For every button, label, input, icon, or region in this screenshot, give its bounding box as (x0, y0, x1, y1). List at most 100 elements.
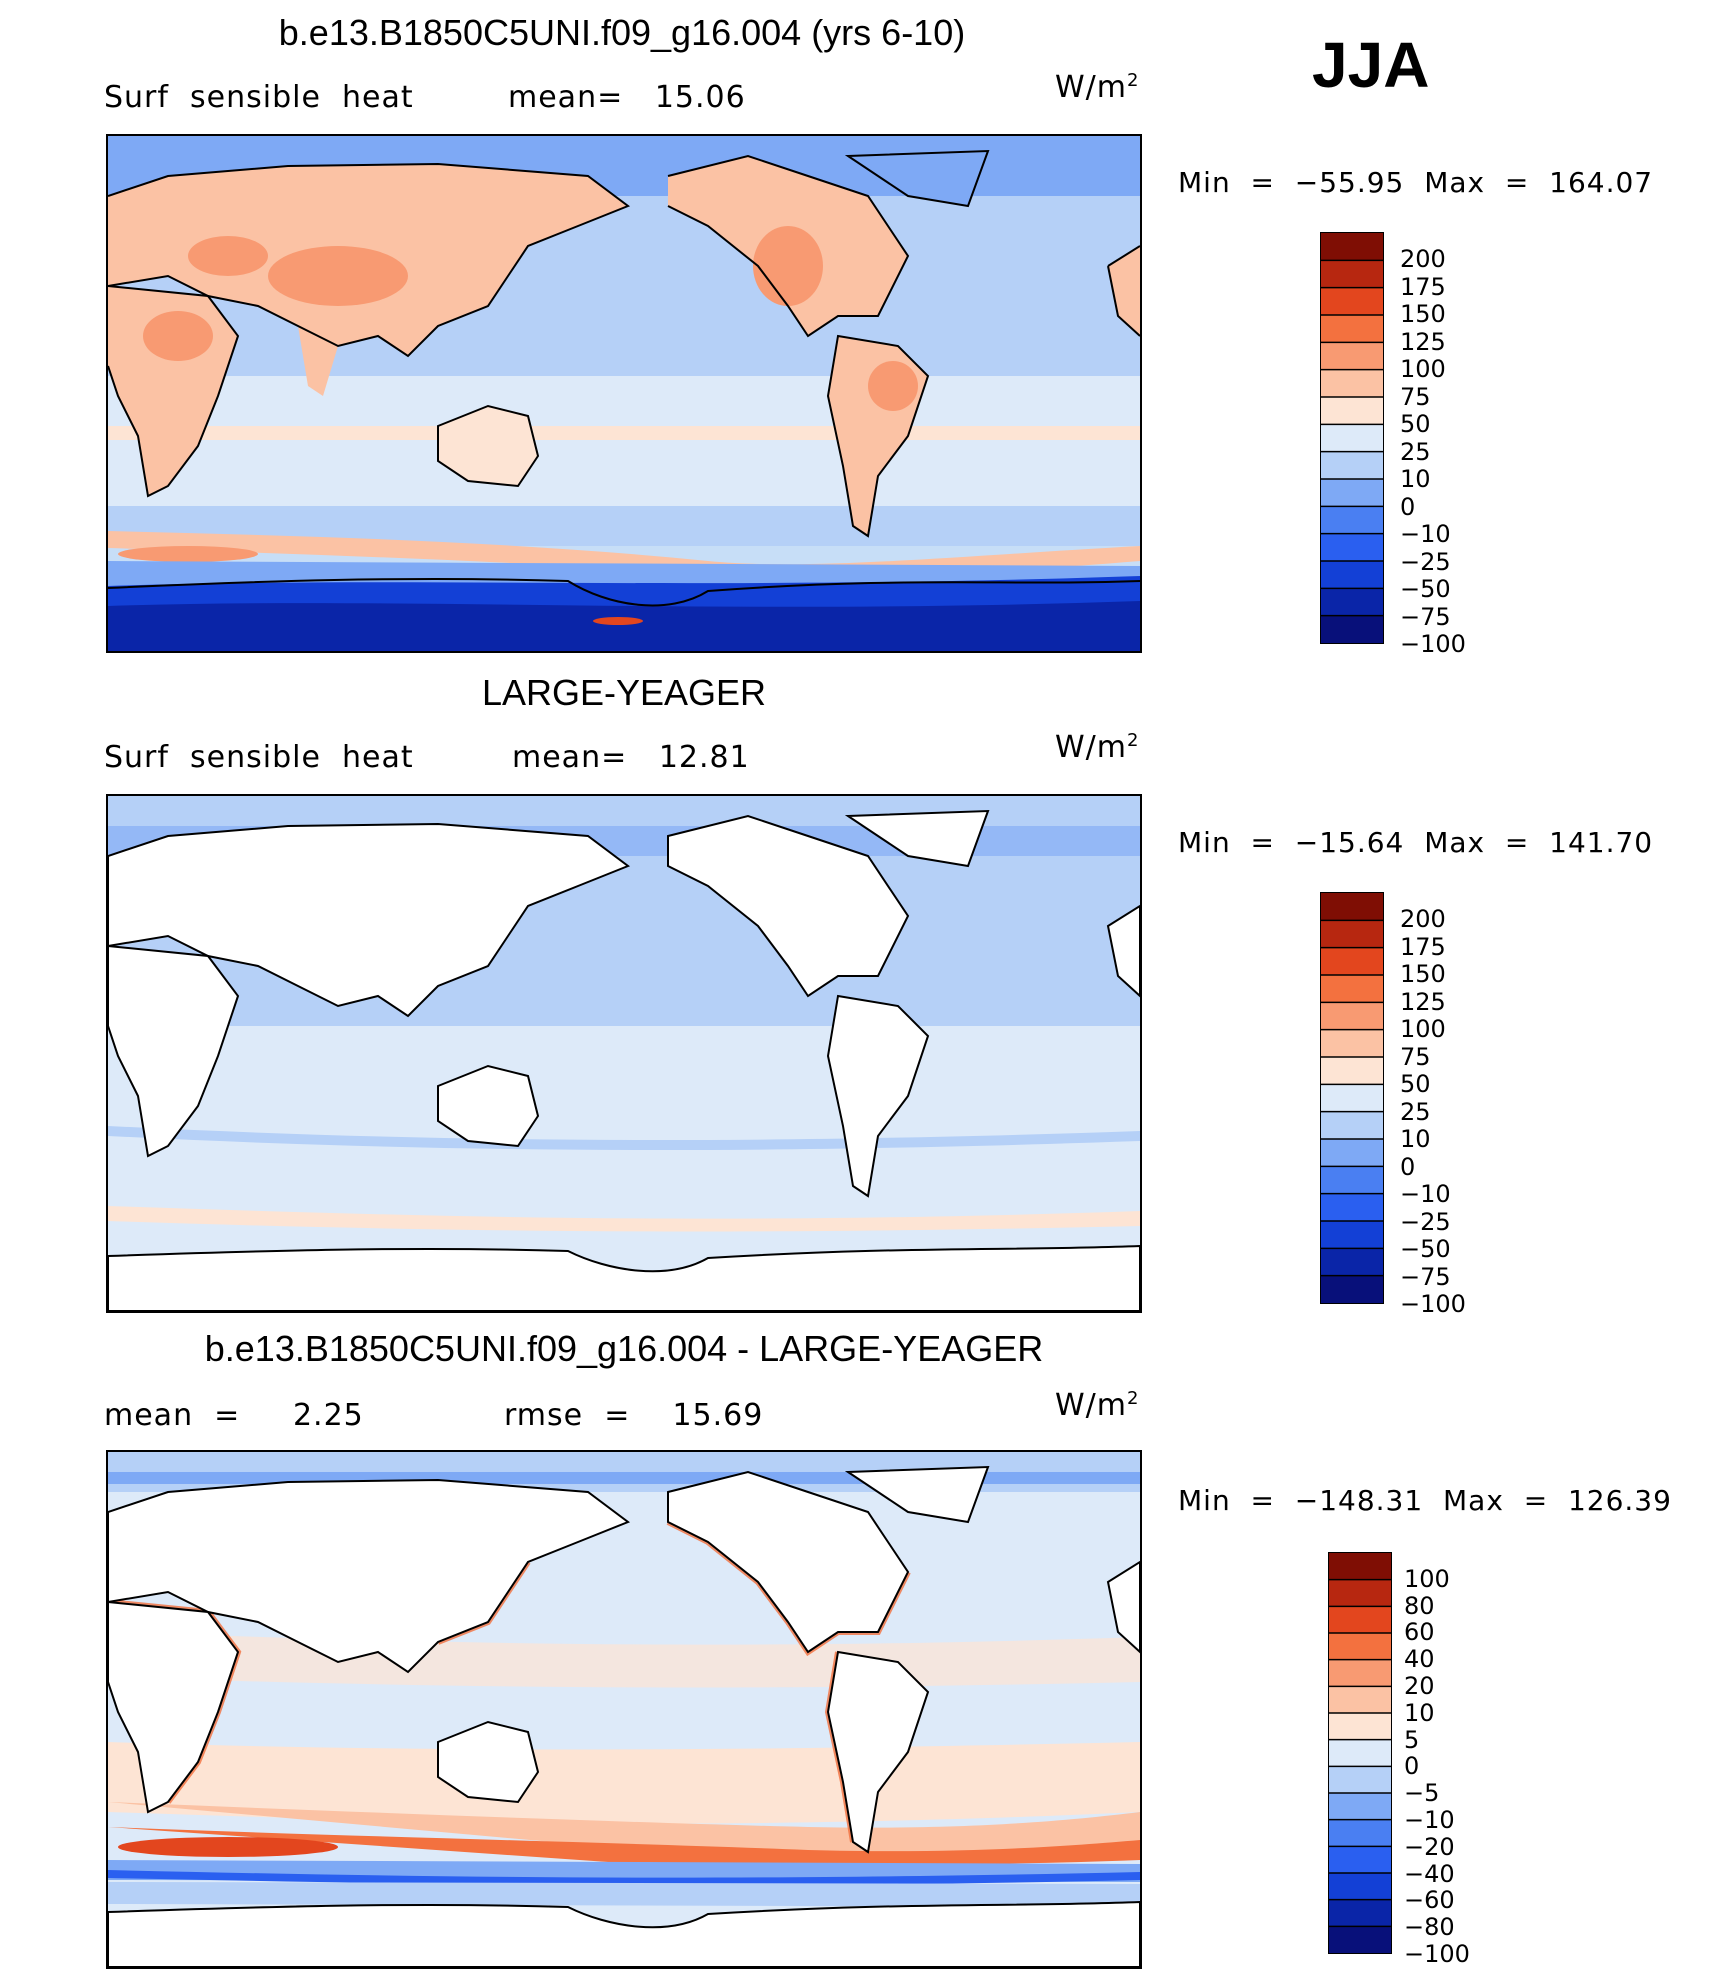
colorbar-tick-label: −25 (1400, 547, 1451, 576)
colorbar-tick-label: 200 (1400, 905, 1446, 934)
colorbar-tick-label: 40 (1404, 1645, 1435, 1674)
colorbar-swatch (1321, 1166, 1383, 1195)
panel3-colorbar (1328, 1552, 1392, 1954)
panel2-min: Min = −15.64 (1178, 826, 1405, 859)
colorbar-tick-label: 125 (1400, 327, 1446, 356)
season-label: JJA (1312, 29, 1430, 101)
panel2-mean-label: mean= 12.81 (512, 740, 750, 775)
colorbar-swatch (1321, 615, 1383, 644)
colorbar-tick-label: 20 (1404, 1672, 1435, 1700)
panel1-map (106, 134, 1142, 653)
panel2-map (106, 794, 1142, 1313)
colorbar-swatch (1321, 975, 1383, 1003)
colorbar-tick-label: −10 (1400, 1180, 1451, 1209)
colorbar-swatch (1329, 1686, 1391, 1714)
panel2-title: LARGE-YEAGER (481, 672, 767, 713)
colorbar-swatch (1329, 1606, 1391, 1634)
colorbar-tick-label: 100 (1404, 1564, 1450, 1593)
colorbar-swatch (1329, 1873, 1391, 1901)
colorbar-tick-label: 200 (1400, 245, 1446, 274)
panel2-units-label: W/m2 (1055, 730, 1140, 765)
colorbar-tick-label: 100 (1400, 355, 1446, 384)
colorbar-swatch (1329, 1766, 1391, 1794)
panel3-min: Min = −148.31 (1178, 1484, 1424, 1517)
colorbar-tick-label: 0 (1404, 1752, 1420, 1781)
colorbar-tick-label: −40 (1404, 1859, 1455, 1888)
colorbar-swatch (1321, 920, 1383, 949)
colorbar-tick-label: 100 (1400, 1015, 1446, 1044)
panel1-minmax: Min = −55.95 Max = 164.07 (1178, 166, 1653, 199)
colorbar-swatch (1321, 1084, 1383, 1113)
panel3-minmax: Min = −148.31 Max = 126.39 (1178, 1484, 1672, 1517)
colorbar-tick-label: −10 (1400, 520, 1451, 549)
colorbar-swatch (1321, 1002, 1383, 1031)
colorbar-swatch (1321, 451, 1383, 480)
colorbar-swatch (1321, 1111, 1383, 1140)
colorbar-tick-label: −50 (1400, 575, 1451, 604)
colorbar-tick-label: −60 (1404, 1886, 1455, 1915)
colorbar-swatch (1321, 1221, 1383, 1249)
colorbar-swatch (1321, 947, 1383, 976)
colorbar-tick-label: −75 (1400, 602, 1451, 631)
colorbar-swatch (1329, 1793, 1391, 1821)
colorbar-tick-label: 10 (1404, 1698, 1435, 1727)
panel1-mean-label: mean= 15.06 (508, 80, 746, 115)
colorbar-swatch (1329, 1739, 1391, 1767)
colorbar-tick-label: 50 (1400, 1070, 1431, 1099)
panel2-variable-label: Surf sensible heat (104, 740, 414, 775)
colorbar-tick-label: 175 (1400, 272, 1446, 301)
panel1-max: Max = 164.07 (1424, 166, 1654, 199)
colorbar-tick-label: 5 (1404, 1725, 1420, 1754)
colorbar-tick-label: −80 (1404, 1913, 1455, 1942)
colorbar-tick-label: 75 (1400, 382, 1431, 411)
colorbar-tick-label: −20 (1404, 1832, 1455, 1861)
colorbar-swatch (1321, 561, 1383, 589)
colorbar-tick-label: 25 (1400, 437, 1431, 466)
colorbar-swatch (1329, 1553, 1391, 1581)
panel1-colorbar (1320, 232, 1384, 644)
colorbar-swatch (1329, 1846, 1391, 1874)
panel1-variable-label: Surf sensible heat (104, 80, 414, 115)
colorbar-swatch (1321, 369, 1383, 398)
panel3-units-label: W/m2 (1055, 1388, 1140, 1423)
colorbar-tick-label: 10 (1400, 465, 1431, 494)
colorbar-tick-label: −100 (1404, 1940, 1470, 1968)
colorbar-swatch (1329, 1819, 1391, 1847)
colorbar-tick-label: 175 (1400, 932, 1446, 961)
colorbar-tick-label: 150 (1400, 960, 1446, 989)
colorbar-tick-label: −100 (1400, 1290, 1466, 1318)
colorbar-tick-label: 0 (1400, 1152, 1416, 1181)
colorbar-swatch (1321, 1275, 1383, 1304)
colorbar-swatch (1329, 1713, 1391, 1741)
colorbar-swatch (1321, 1139, 1383, 1167)
panel2-minmax: Min = −15.64 Max = 141.70 (1178, 826, 1653, 859)
colorbar-tick-label: −75 (1400, 1262, 1451, 1291)
colorbar-tick-label: −25 (1400, 1207, 1451, 1236)
colorbar-swatch (1321, 479, 1383, 507)
colorbar-swatch (1321, 287, 1383, 316)
colorbar-swatch (1321, 424, 1383, 453)
colorbar-swatch (1321, 506, 1383, 535)
colorbar-tick-label: 50 (1400, 410, 1431, 439)
colorbar-swatch (1321, 260, 1383, 289)
colorbar-swatch (1321, 342, 1383, 371)
colorbar-swatch (1321, 588, 1383, 617)
colorbar-swatch (1329, 1633, 1391, 1661)
colorbar-swatch (1329, 1899, 1391, 1927)
colorbar-swatch (1321, 533, 1383, 562)
colorbar-tick-label: 150 (1400, 300, 1446, 329)
panel3-title: b.e13.B1850C5UNI.f09_g16.004 - LARGE-YEA… (204, 1328, 1044, 1369)
colorbar-tick-label: 60 (1404, 1618, 1435, 1647)
colorbar-tick-label: −50 (1400, 1235, 1451, 1264)
panel2-colorbar (1320, 892, 1384, 1304)
colorbar-tick-label: −100 (1400, 630, 1466, 658)
colorbar-tick-label: 0 (1400, 492, 1416, 521)
colorbar-tick-label: −10 (1404, 1806, 1455, 1834)
panel3-map (106, 1450, 1142, 1969)
colorbar-tick-label: 75 (1400, 1042, 1431, 1071)
panel1-units-label: W/m2 (1055, 70, 1140, 105)
colorbar-tick-label: 25 (1400, 1097, 1431, 1126)
colorbar-swatch (1329, 1926, 1391, 1954)
colorbar-swatch (1321, 233, 1383, 261)
colorbar-swatch (1321, 1029, 1383, 1058)
